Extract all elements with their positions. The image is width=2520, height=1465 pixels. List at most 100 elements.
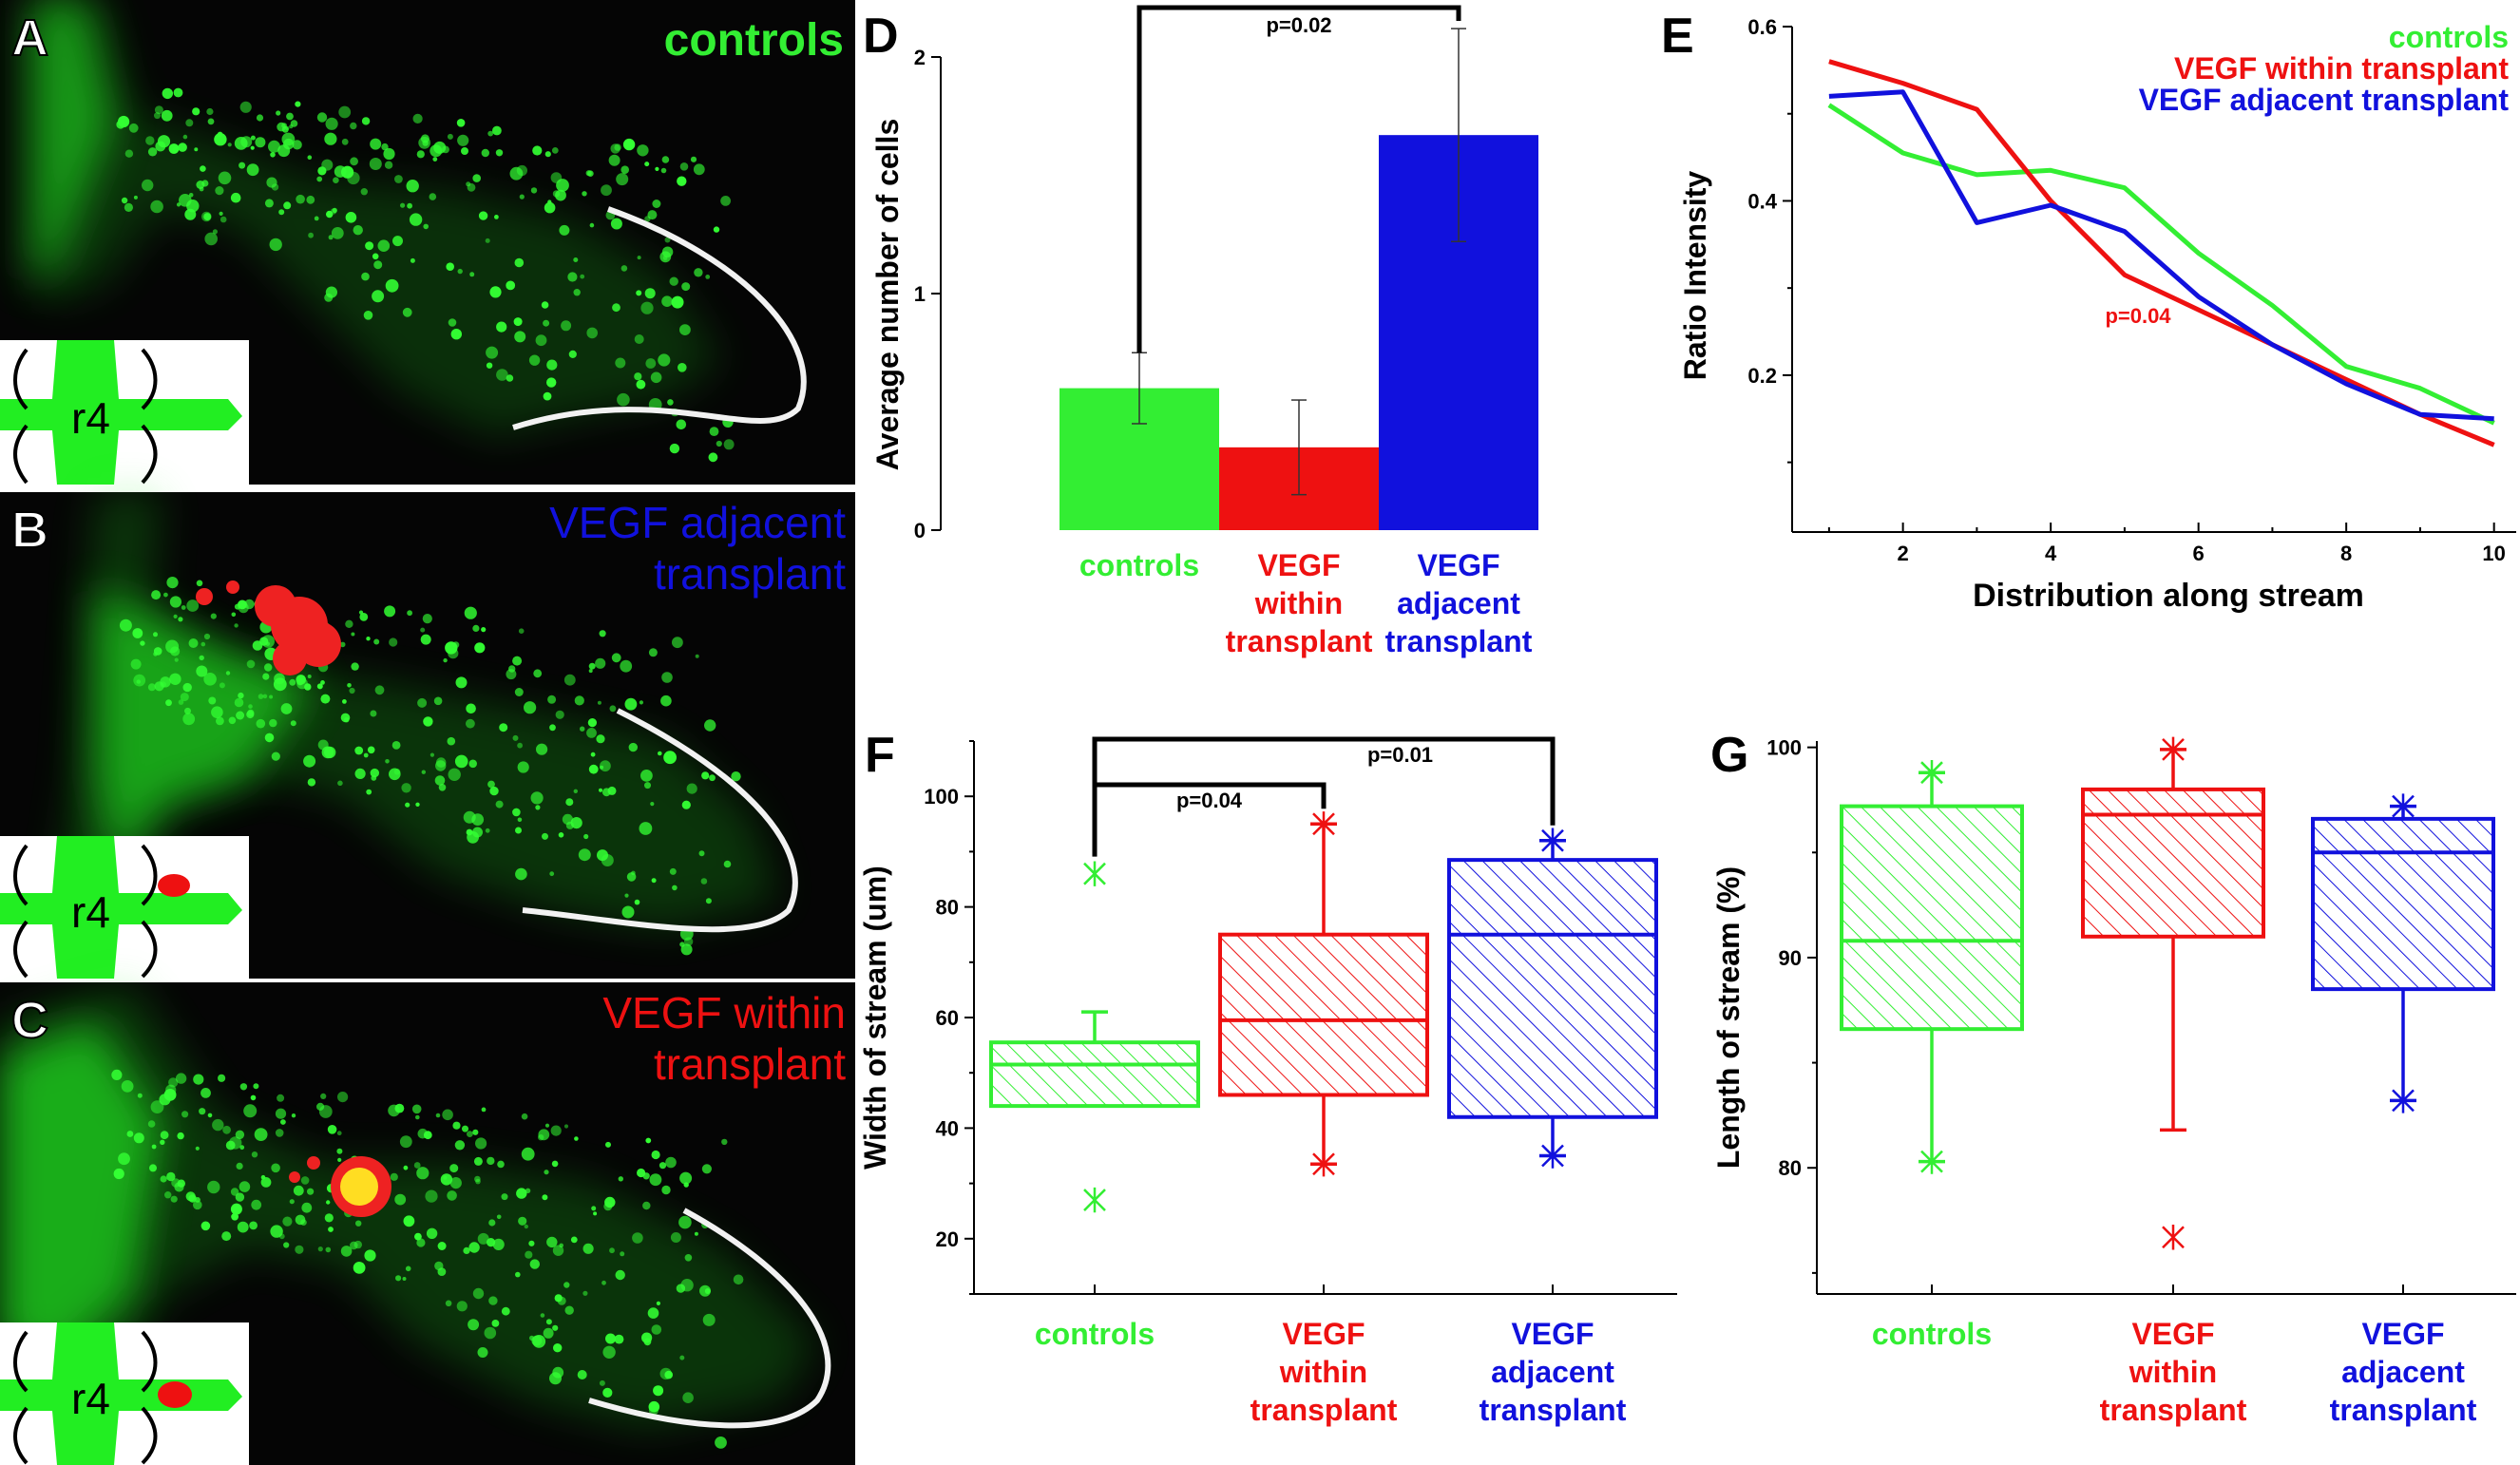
outlier-marker (1312, 811, 1335, 837)
cell-speck (246, 659, 256, 669)
cell-speck (466, 828, 473, 836)
cell-speck (704, 1288, 711, 1294)
cell-speck (246, 163, 259, 177)
cell-speck (543, 1327, 554, 1339)
cell-speck (624, 893, 629, 898)
cell-speck (501, 1306, 510, 1316)
cell-speck (409, 213, 423, 226)
cell-speck (111, 1069, 123, 1080)
cell-speck (124, 149, 134, 158)
cell-speck (515, 827, 522, 834)
cell-speck (713, 226, 720, 233)
cell-speck (157, 135, 171, 148)
cell-speck (251, 1199, 262, 1210)
cell-speck (165, 699, 172, 707)
panel-letter: E (1661, 9, 1694, 64)
cell-speck (430, 752, 434, 757)
cell-speck (395, 1275, 402, 1282)
cell-speck (345, 212, 357, 223)
cell-speck (354, 746, 364, 755)
condition-label-line1: VEGF adjacent (549, 498, 846, 547)
cell-speck (620, 1251, 625, 1257)
cell-speck (494, 215, 499, 219)
cell-speck (307, 778, 316, 787)
cell-speck (681, 282, 691, 292)
cell-speck (286, 112, 294, 121)
cell-speck (588, 764, 599, 774)
r4-inset-schematic: r4 (0, 340, 249, 485)
cell-speck (615, 1269, 625, 1281)
cell-speck (334, 165, 347, 178)
cell-speck (573, 289, 581, 296)
cell-speck (449, 1164, 459, 1173)
cell-speck (150, 200, 163, 214)
cell-speck (651, 878, 657, 884)
cell-speck (163, 592, 168, 598)
cell-speck (389, 768, 401, 781)
cell-speck (366, 789, 372, 795)
cell-speckles (111, 1069, 744, 1449)
cell-speck (647, 1307, 659, 1319)
x-category-label: VEGF (2131, 1317, 2214, 1351)
cell-speck (563, 674, 576, 686)
y-tick-label: 0.6 (1747, 15, 1777, 39)
box (989, 1040, 1200, 1109)
chart-panel-f: F 20 40 60 80 100 Width of stream (um) control… (858, 728, 1677, 1427)
cell-speck (588, 669, 593, 674)
cell-speck (437, 1267, 447, 1276)
cell-speck (365, 241, 374, 251)
cell-speck (193, 1200, 202, 1210)
cell-speck (517, 761, 529, 773)
cell-speck (130, 658, 142, 670)
cell-speck (435, 760, 447, 771)
cell-speck (577, 1370, 587, 1379)
cell-speck (612, 303, 620, 313)
cell-speck (353, 1262, 366, 1274)
cell-speck (634, 372, 642, 381)
cell-speck (532, 1335, 546, 1348)
cell-speck (528, 1240, 535, 1246)
cell-speck (262, 673, 270, 680)
cell-speck (516, 1188, 527, 1199)
cell-speck (347, 683, 352, 688)
cell-speck (645, 1137, 652, 1144)
cell-speck (118, 115, 130, 128)
cell-speck (677, 176, 687, 186)
cell-speck (645, 358, 657, 369)
cell-speck (370, 768, 379, 778)
cell-speck (239, 162, 246, 169)
x-category-label: adjacent (2341, 1355, 2465, 1389)
cell-speck (693, 163, 705, 176)
cell-speck (663, 751, 677, 765)
cell-speck (639, 700, 644, 705)
cell-speck (487, 130, 494, 137)
cell-speck (425, 1189, 438, 1203)
cell-speck (254, 1128, 268, 1141)
cell-speck (580, 274, 585, 279)
micrograph-panel-a: r4 A controls (0, 0, 855, 485)
cell-speck (255, 137, 266, 148)
cell-speck (472, 1129, 479, 1135)
cell-speck (212, 1118, 224, 1132)
cell-speck (256, 114, 264, 122)
x-category-label: VEGF (1511, 1317, 1594, 1351)
cell-speck (644, 162, 650, 167)
cell-speck (474, 1175, 481, 1183)
cell-speck (472, 1287, 485, 1300)
cell-speck (556, 179, 569, 192)
cell-speck (331, 227, 344, 239)
cell-speck (316, 176, 323, 182)
cell-speck (336, 1148, 343, 1154)
cell-speck (234, 137, 248, 150)
y-tick-label: 0.2 (1747, 364, 1777, 388)
cell-speck (394, 175, 403, 183)
p-value-label: p=0.04 (1176, 789, 1243, 812)
cell-speck (282, 1216, 293, 1227)
cell-speck (333, 177, 339, 183)
x-tick-label: 10 (2482, 542, 2505, 565)
cell-speck (620, 659, 633, 673)
cell-speck (481, 1107, 487, 1113)
cell-speck (192, 107, 200, 116)
cell-speck (269, 694, 274, 699)
cell-speck (551, 1160, 559, 1168)
